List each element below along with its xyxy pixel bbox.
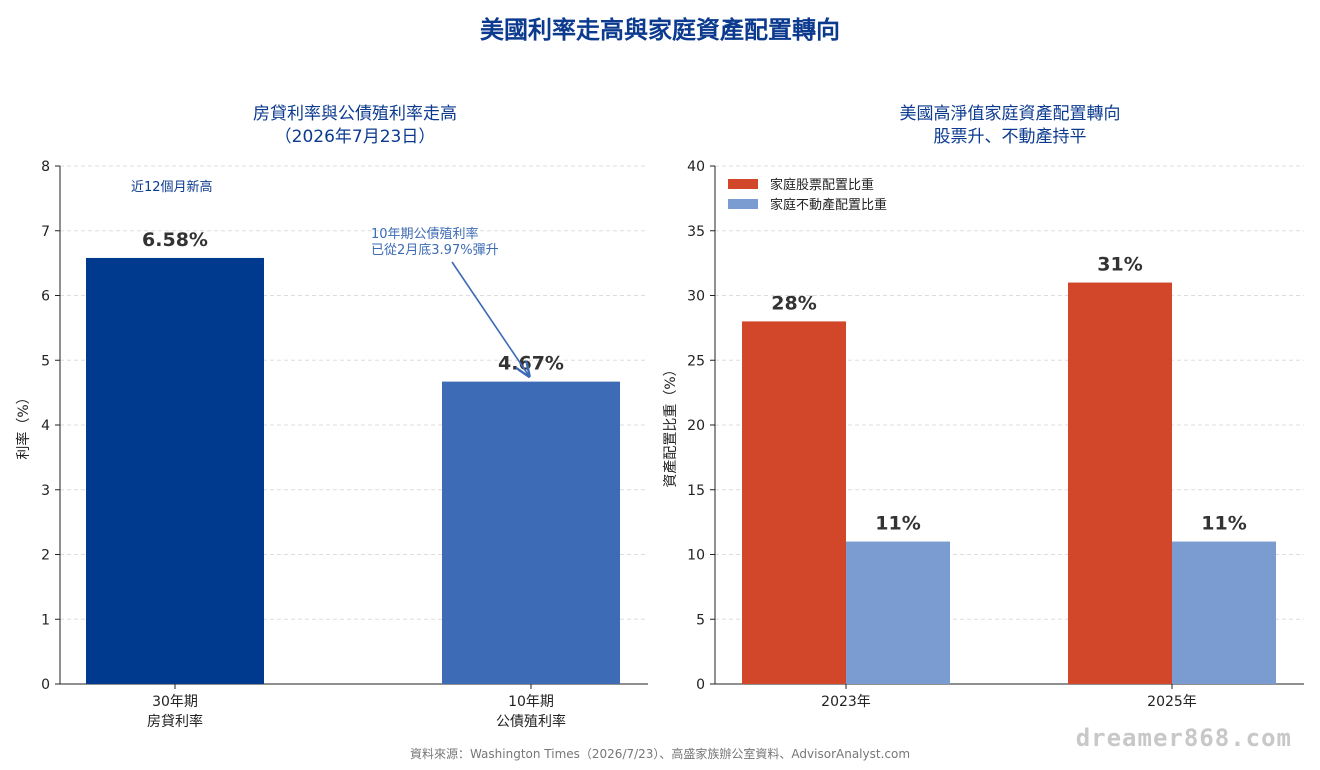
left-bar-value-label: 4.67% [498,353,564,375]
left-annotation-arrow [451,261,529,376]
right-bar-value-label: 11% [875,513,920,535]
left-y-tick-label: 8 [41,159,50,175]
right-y-tick-label: 10 [687,548,705,564]
right-y-tick-label: 0 [696,677,705,693]
left-y-tick-label: 3 [41,483,50,499]
right-bar-realestate [846,541,950,684]
left-annotation-high: 近12個月新高 [131,179,213,195]
page-title: 美國利率走高與家庭資產配置轉向 [480,16,840,44]
left-y-tick-label: 5 [41,353,50,369]
right-bar-equity [742,321,846,684]
legend-swatch [728,179,758,189]
left-annotation-treasury: 10年期公債殖利率已從2月底3.97%彈升 [371,226,499,258]
right-category-label: 2025年 [1147,694,1197,710]
right-category-label: 2023年 [821,694,871,710]
left-bar-2 [442,381,620,684]
watermark: dreamer868.com [1075,724,1292,752]
left-y-axis-title: 利率（%） [15,390,32,459]
legend-label: 家庭股票配置比重 [770,177,874,193]
right-y-tick-label: 20 [687,418,705,434]
left-y-tick-label: 7 [41,224,50,240]
left-bar-1 [86,257,264,684]
right-y-tick-label: 5 [696,612,705,628]
right-bar-equity [1068,282,1172,684]
right-bar-value-label: 11% [1201,513,1246,535]
right-y-tick-label: 35 [687,224,705,240]
right-y-tick-label: 15 [687,483,705,499]
legend-label: 家庭不動產配置比重 [770,197,887,213]
right-y-tick-label: 30 [687,289,705,305]
left-y-tick-label: 2 [41,548,50,564]
left-y-tick-label: 4 [41,418,50,434]
right-bar-value-label: 28% [771,292,816,314]
left-bar-value-label: 6.58% [142,229,208,251]
left-category-label: 10年期公債殖利率 [496,694,566,730]
right-chart-title: 美國高淨值家庭資產配置轉向 股票升、不動產持平 [899,104,1121,147]
left-y-tick-label: 1 [41,612,50,628]
legend-swatch [728,199,758,209]
source-note: 資料來源：Washington Times（2026/7/23）、高盛家族辦公室… [409,747,911,761]
left-y-tick-label: 6 [41,289,50,305]
left-category-label: 30年期房貸利率 [147,694,203,730]
right-y-tick-label: 25 [687,353,705,369]
right-y-tick-label: 40 [687,159,705,175]
right-bar-realestate [1172,541,1276,684]
right-y-axis-title: 資產配置比重（%） [662,362,679,487]
left-chart-title: 房貸利率與公債殖利率走高 （2026年7月23日） [253,104,457,147]
left-y-tick-label: 0 [41,677,50,693]
right-bar-value-label: 31% [1097,254,1142,276]
